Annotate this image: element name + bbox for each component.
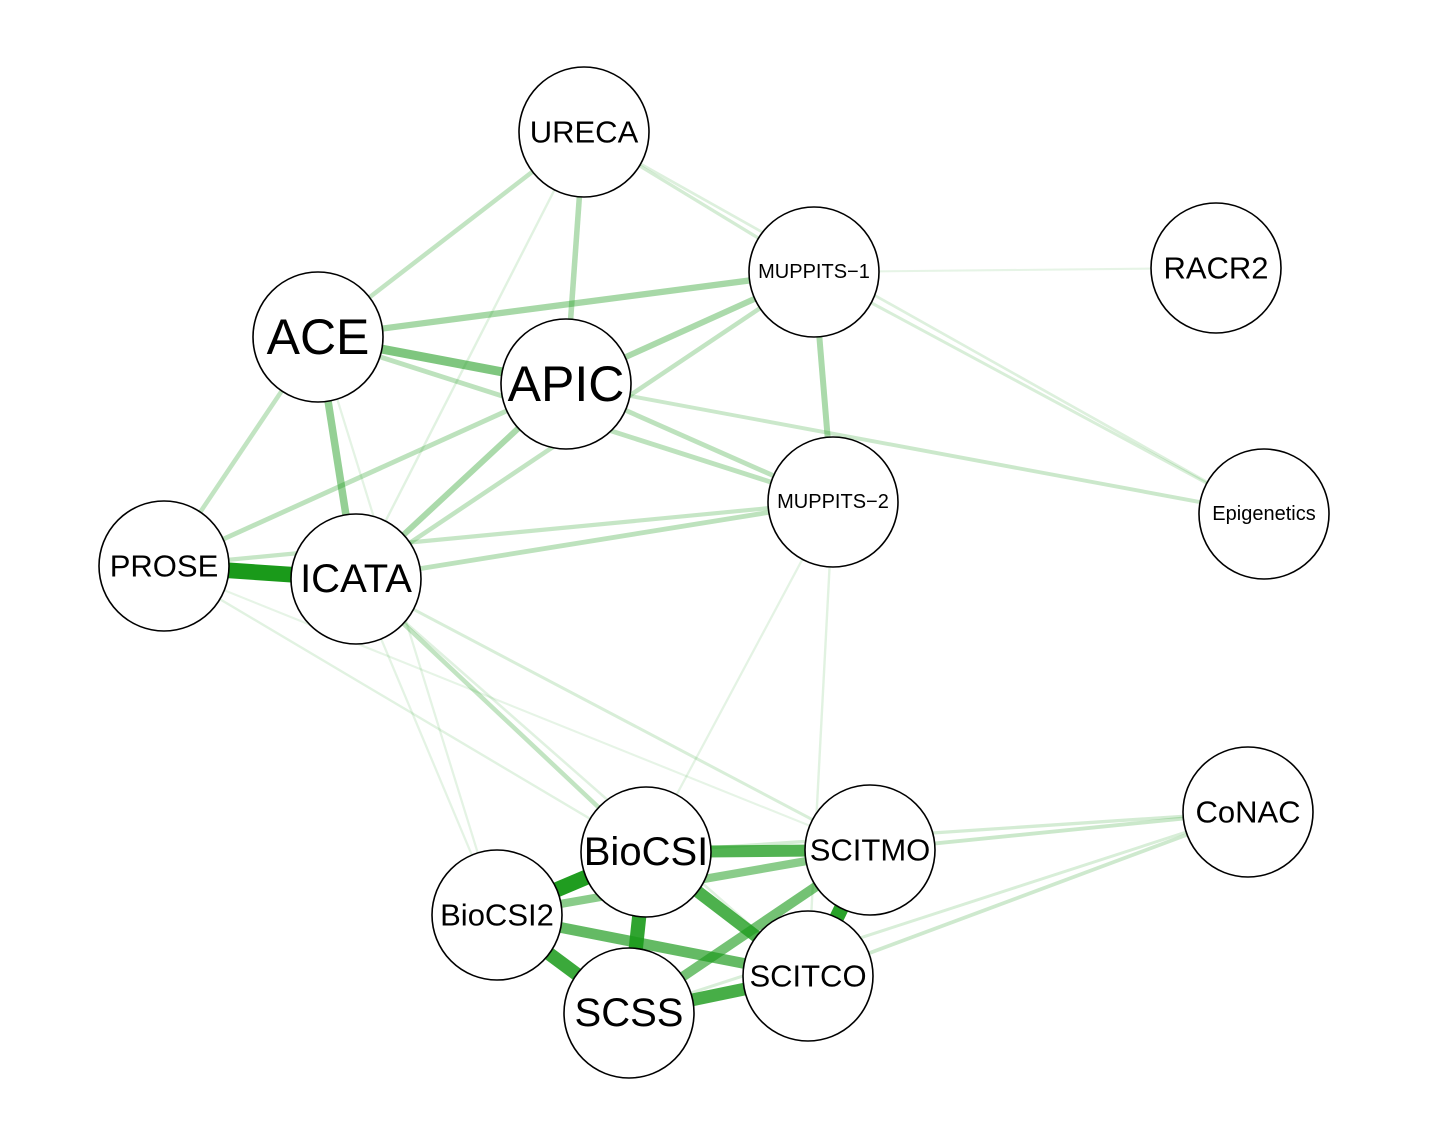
node-label-ace: ACE <box>267 309 370 365</box>
node-label-biocsi: BioCSI <box>584 830 709 874</box>
node-label-racr2: RACR2 <box>1163 251 1268 286</box>
node-ace: ACE <box>252 271 384 403</box>
edge-ace-muppits-1 <box>317 268 815 341</box>
node-label-scitmo: SCITMO <box>810 833 931 868</box>
node-label-prose: PROSE <box>110 549 219 584</box>
edge-muppits-2-biocsi <box>645 501 834 853</box>
edge-prose-muppits-2 <box>163 499 834 569</box>
node-circle-ureca <box>518 66 650 198</box>
node-circle-icata <box>290 513 422 645</box>
edge-ace-biocsi2 <box>316 336 499 916</box>
edge-apic-epigenetics <box>565 382 1265 516</box>
node-label-scss: SCSS <box>575 991 684 1035</box>
node-racr2: RACR2 <box>1150 202 1282 334</box>
edge-ureca-epigenetics <box>583 130 1265 516</box>
node-label-apic: APIC <box>508 356 625 412</box>
nodes-layer: URECA MUPPITS−1 RACR2 ACE APIC MUPPITS−2 Epige… <box>98 66 1330 1079</box>
edge-muppits-2-scitco <box>806 501 835 977</box>
node-scitmo: SCITMO <box>804 784 936 916</box>
edge-muppits-1-epigenetics <box>813 270 1265 516</box>
node-conac: CoNAC <box>1182 746 1314 878</box>
node-circle-ace <box>252 271 384 403</box>
node-label-icata: ICATA <box>300 557 412 601</box>
node-ureca: URECA <box>518 66 650 198</box>
node-muppits-1: MUPPITS−1 <box>748 206 880 338</box>
edge-prose-scitmo <box>163 565 871 851</box>
node-circle-epigenetics <box>1198 448 1330 580</box>
node-epigenetics: Epigenetics <box>1198 448 1330 580</box>
node-biocsi: BioCSI <box>580 786 712 918</box>
node-circle-prose <box>98 500 230 632</box>
edge-icata-muppits-2 <box>355 499 834 582</box>
edge-muppits-1-racr2 <box>813 266 1217 274</box>
node-circle-racr2 <box>1150 202 1282 334</box>
node-circle-scitco <box>742 910 874 1042</box>
edge-icata-ureca <box>354 131 586 580</box>
node-apic: APIC <box>500 318 632 450</box>
edge-icata-biocsi <box>354 577 648 854</box>
edge-prose-biocsi <box>163 564 647 854</box>
edge-icata-scitmo <box>355 577 871 852</box>
node-biocsi2: BioCSI2 <box>431 849 563 981</box>
node-scitco: SCITCO <box>742 910 874 1042</box>
edge-scss-conac <box>628 810 1249 1015</box>
node-circle-biocsi2 <box>431 849 563 981</box>
node-scss: SCSS <box>563 947 695 1079</box>
edge-scitco-conac <box>807 810 1249 978</box>
edge-icata-scitco <box>355 578 809 977</box>
node-prose: PROSE <box>98 500 230 632</box>
node-circle-muppits-1 <box>748 206 880 338</box>
node-label-muppits-1: MUPPITS−1 <box>758 261 870 283</box>
node-icata: ICATA <box>290 513 422 645</box>
node-label-epigenetics: Epigenetics <box>1212 503 1315 525</box>
node-circle-muppits-2 <box>767 436 899 568</box>
edge-prose-apic <box>163 381 567 569</box>
node-label-scitco: SCITCO <box>749 959 866 994</box>
node-circle-scss <box>563 947 695 1079</box>
node-circle-scitmo <box>804 784 936 916</box>
node-circle-biocsi <box>580 786 712 918</box>
node-circle-conac <box>1182 746 1314 878</box>
node-circle-apic <box>500 318 632 450</box>
node-label-muppits-2: MUPPITS−2 <box>777 491 889 513</box>
node-label-biocsi2: BioCSI2 <box>440 898 554 933</box>
node-muppits-2: MUPPITS−2 <box>767 436 899 568</box>
node-label-conac: CoNAC <box>1195 795 1300 830</box>
node-label-ureca: URECA <box>530 115 639 150</box>
